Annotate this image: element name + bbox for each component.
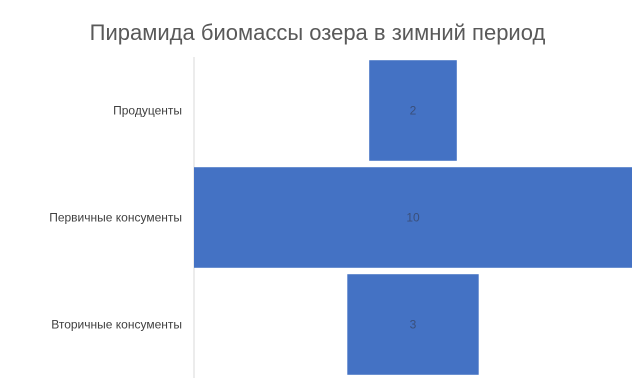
category-label-3: Вторичные консументы — [51, 318, 182, 332]
data-label-2: 10 — [406, 211, 420, 225]
bar-2 — [194, 167, 632, 268]
category-label-2: Первичные консументы — [49, 211, 182, 225]
category-label-1: Продуценты — [113, 104, 182, 118]
bar-3 — [347, 274, 479, 375]
bar-1 — [369, 60, 457, 161]
chart-title: Пирамида биомассы озера в зимний период — [89, 20, 546, 45]
data-label-3: 3 — [410, 318, 417, 332]
data-label-1: 2 — [410, 104, 417, 118]
